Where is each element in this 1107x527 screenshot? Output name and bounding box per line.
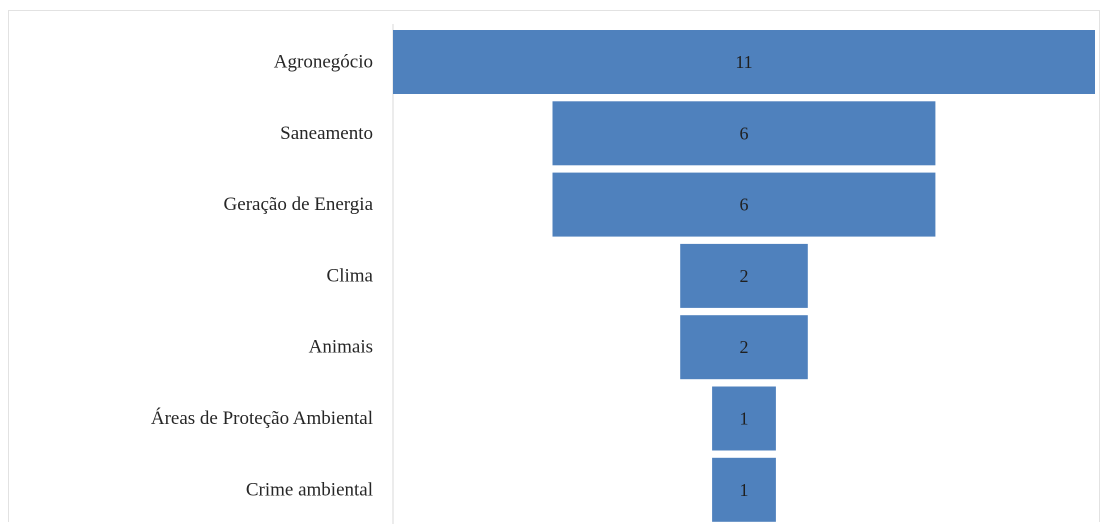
bar-6 (712, 457, 776, 522)
bar-0 (393, 30, 1095, 94)
bar-3 (680, 243, 808, 308)
category-label-1: Saneamento (280, 123, 373, 144)
bar-1 (552, 101, 936, 166)
data-label-4: 2 (740, 337, 749, 357)
category-label-0: Agronegócio (274, 52, 373, 73)
category-label-3: Clima (327, 265, 374, 286)
bar-4 (680, 315, 808, 380)
category-label-6: Crime ambiental (246, 479, 373, 500)
data-label-6: 1 (740, 480, 749, 500)
bar-5 (712, 386, 776, 451)
category-label-2: Geração de Energia (224, 194, 374, 215)
bars-layer (393, 30, 1095, 522)
category-label-5: Áreas de Proteção Ambiental (151, 407, 373, 429)
bar-2 (552, 172, 936, 237)
data-label-5: 1 (740, 409, 749, 429)
chart-frame (8, 10, 1100, 522)
data-label-0: 11 (735, 52, 752, 72)
data-label-2: 6 (740, 195, 749, 215)
category-label-4: Animais (309, 337, 373, 358)
data-label-3: 2 (740, 266, 749, 286)
data-label-1: 6 (740, 123, 749, 143)
